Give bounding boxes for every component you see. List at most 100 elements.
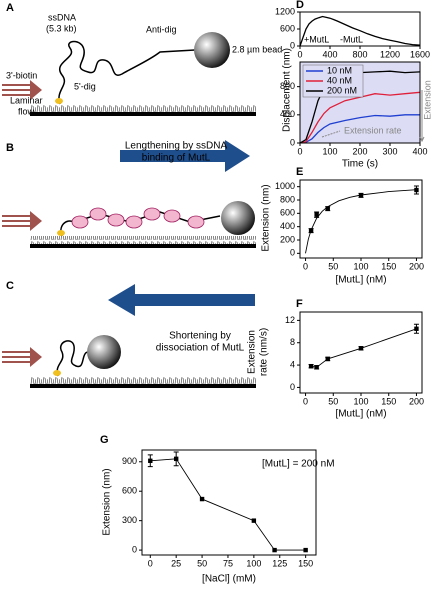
flow-arrow bbox=[2, 84, 32, 96]
y-tick-label: 600 bbox=[280, 23, 295, 33]
x-tick-label: 400 bbox=[322, 49, 337, 59]
x-tick-label: 150 bbox=[381, 261, 396, 271]
panel-label: D bbox=[296, 0, 304, 11]
data-point bbox=[314, 212, 319, 217]
x-tick-label: 0 bbox=[303, 261, 308, 271]
y-axis-label: Extension bbox=[247, 330, 258, 374]
x-tick-label: 0 bbox=[303, 396, 308, 406]
y-axis-label: Extension (nm) bbox=[261, 184, 272, 251]
x-tick-label: 25 bbox=[171, 558, 181, 568]
label: binding of MutL bbox=[142, 153, 211, 164]
x-tick-label: 800 bbox=[352, 49, 367, 59]
mutl-proteins bbox=[71, 207, 205, 229]
y-tick-label: 400 bbox=[280, 109, 295, 119]
data-point bbox=[358, 346, 364, 351]
panel-b: B Lengthening by ssDNA binding of MutL bbox=[2, 140, 256, 248]
shortening-arrow bbox=[108, 284, 255, 316]
data-point bbox=[325, 206, 330, 211]
x-tick-label: 125 bbox=[272, 558, 287, 568]
series-line bbox=[299, 114, 420, 144]
label: (5.3 kb) bbox=[46, 23, 77, 33]
panel-label: E bbox=[296, 166, 303, 178]
y-tick-label: 800 bbox=[280, 81, 295, 91]
y-tick-label: 1000 bbox=[275, 181, 295, 191]
flow-arrow bbox=[2, 351, 32, 363]
annotation: Extension bbox=[422, 80, 432, 120]
label: Shortening by bbox=[169, 331, 231, 342]
panel-label: G bbox=[100, 434, 109, 446]
panel-label: B bbox=[6, 142, 14, 154]
panel-label: A bbox=[6, 2, 14, 14]
plot-frame bbox=[299, 11, 421, 47]
panel-label: C bbox=[6, 280, 14, 292]
biotin bbox=[55, 98, 63, 104]
plot-frame bbox=[299, 61, 421, 144]
bead bbox=[194, 32, 230, 68]
x-axis-label: [MutL] (nM) bbox=[335, 409, 386, 420]
label: flow bbox=[18, 106, 35, 116]
x-axis-label: Time (s) bbox=[342, 159, 378, 170]
x-axis-label: [MutL] (nM) bbox=[335, 275, 386, 286]
label: dissociation of MutL bbox=[156, 343, 245, 354]
data-point bbox=[199, 496, 205, 502]
y-tick-label: 12 bbox=[285, 315, 295, 325]
y-axis-label: Extension (nm) bbox=[102, 468, 113, 535]
x-tick-label: 400 bbox=[412, 146, 427, 156]
x-tick-label: 100 bbox=[246, 558, 261, 568]
annotation: Extension rate bbox=[344, 125, 402, 135]
plot-area bbox=[300, 312, 422, 393]
label: ssDNA bbox=[48, 12, 76, 22]
ssdna bbox=[56, 340, 91, 377]
series-line bbox=[299, 91, 421, 144]
bead bbox=[87, 335, 121, 369]
x-tick-label: 50 bbox=[197, 558, 207, 568]
label: 3'-biotin bbox=[6, 70, 37, 80]
y-tick-label: 0 bbox=[290, 248, 295, 258]
data-point bbox=[314, 365, 319, 370]
label: Lengthening by ssDNA bbox=[125, 141, 228, 152]
x-tick-label: 200 bbox=[409, 261, 424, 271]
annotation: [MutL] = 200 nM bbox=[262, 459, 335, 470]
y-tick-label: 300 bbox=[122, 515, 137, 525]
data-point bbox=[148, 458, 153, 463]
annotation: -MutL bbox=[340, 34, 363, 44]
x-tick-label: 50 bbox=[328, 261, 338, 271]
data-point bbox=[414, 326, 419, 331]
y-tick-label: 0 bbox=[290, 382, 295, 392]
data-point bbox=[303, 547, 308, 553]
y-tick-label: 4 bbox=[290, 359, 295, 369]
surface-grass bbox=[30, 376, 256, 384]
bead bbox=[221, 201, 255, 235]
surface-grass bbox=[30, 236, 256, 244]
plot-frame bbox=[299, 311, 423, 394]
x-tick-label: 150 bbox=[298, 558, 313, 568]
x-tick-label: 0 bbox=[297, 146, 302, 156]
y-axis-label: rate (nm/s) bbox=[259, 328, 270, 376]
series-line bbox=[305, 189, 417, 254]
legend-label: 40 nM bbox=[327, 75, 352, 85]
x-tick-label: 1200 bbox=[380, 49, 400, 59]
x-tick-label: 100 bbox=[353, 261, 368, 271]
surface bbox=[30, 384, 256, 388]
x-tick-label: 0 bbox=[297, 49, 302, 59]
y-tick-label: 0 bbox=[290, 40, 295, 50]
biotin bbox=[57, 230, 65, 236]
lengthening-arrow bbox=[120, 140, 250, 172]
label: Laminar bbox=[10, 95, 43, 105]
x-tick-label: 100 bbox=[322, 146, 337, 156]
surface-grass bbox=[30, 104, 256, 112]
y-tick-label: 600 bbox=[122, 486, 137, 496]
x-tick-label: 200 bbox=[352, 146, 367, 156]
panel-c: C Shortening by dissociation of MutL bbox=[2, 280, 256, 388]
plot-frame bbox=[141, 449, 317, 556]
flow-arrowhead bbox=[30, 211, 42, 231]
label: Anti-dig bbox=[146, 24, 177, 34]
panel-label: F bbox=[296, 298, 303, 310]
data-point bbox=[325, 356, 330, 362]
annotation: +MutL bbox=[304, 34, 329, 44]
x-tick-label: 200 bbox=[409, 396, 424, 406]
label: 2.8 µm bead bbox=[232, 44, 282, 54]
y-tick-label: 900 bbox=[122, 456, 137, 466]
y-tick-label: 8 bbox=[290, 337, 295, 347]
label: 5'-dig bbox=[74, 81, 96, 91]
